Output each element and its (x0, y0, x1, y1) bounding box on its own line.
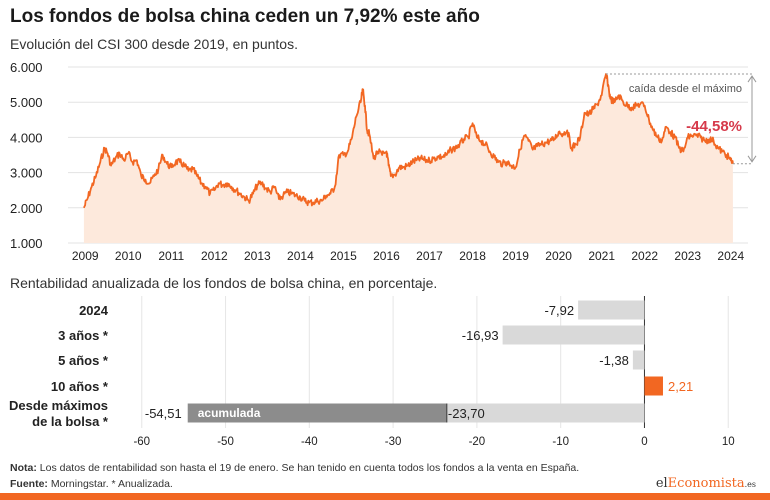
drawdown-value: -44,58% (686, 118, 742, 135)
y-tick-label: 2.000 (10, 201, 43, 216)
source-text: Morningstar. * Anualizada. (50, 478, 173, 490)
bar-0 (578, 300, 645, 320)
category-label: de la bolsa * (32, 414, 109, 429)
drawdown-arrowhead (747, 155, 757, 163)
cumulative-value-label: -54,51 (145, 406, 182, 421)
eleconomista-logo: elEconomista.es (655, 476, 756, 491)
line-chart-subtitle: Evolución del CSI 300 desde 2019, en pun… (10, 36, 298, 52)
x-tick-label: 2019 (502, 249, 529, 263)
x-tick-label: 2024 (717, 249, 744, 263)
category-label: 2024 (79, 303, 109, 318)
x-tick-label: 2018 (459, 249, 486, 263)
x-tick-label: 2013 (244, 249, 271, 263)
bar-value-label: -1,38 (599, 353, 629, 368)
x-tick-label: -30 (385, 436, 402, 448)
y-tick-label: 3.000 (10, 166, 43, 181)
x-tick-label: -60 (133, 436, 150, 448)
y-tick-label: 4.000 (10, 130, 43, 145)
x-tick-label: 2014 (287, 249, 314, 263)
x-tick-label: 2012 (201, 249, 228, 263)
x-tick-label: 2016 (373, 249, 400, 263)
category-label: 10 años * (51, 379, 109, 394)
bar-annualized-marker (445, 403, 448, 423)
x-tick-label: 2020 (545, 249, 572, 263)
x-tick-label: -40 (301, 436, 318, 448)
x-tick-label: 2023 (674, 249, 701, 263)
page-title: Los fondos de bolsa china ceden un 7,92%… (10, 6, 480, 27)
x-tick-label: 2011 (158, 249, 184, 263)
y-tick-label: 1.000 (10, 236, 43, 251)
bar-value-label: -23,70 (448, 406, 485, 421)
x-tick-label: 2010 (115, 249, 142, 263)
x-tick-label: -20 (469, 436, 486, 448)
bar-2 (632, 350, 645, 370)
drawdown-label: caída desde el máximo (629, 83, 742, 95)
bar-value-label: -16,93 (462, 328, 499, 343)
note-text: Los datos de rentabilidad son hasta el 1… (39, 462, 580, 474)
footer-note: Nota: Los datos de rentabilidad son hast… (10, 462, 579, 474)
x-tick-label: 0 (641, 436, 647, 448)
bar-cumulative (187, 403, 446, 423)
x-tick-label: 2021 (588, 249, 615, 263)
bar-value-label: -7,92 (544, 303, 574, 318)
x-tick-label: -10 (552, 436, 569, 448)
bottom-accent-bar (0, 493, 770, 500)
x-tick-label: 2009 (72, 249, 99, 263)
x-tick-label: 2017 (416, 249, 443, 263)
drawdown-arrowhead (747, 75, 757, 83)
y-tick-label: 5.000 (10, 95, 43, 110)
csi300-series-line (83, 73, 734, 209)
source-label: Fuente: (10, 478, 48, 490)
x-tick-label: 10 (722, 436, 735, 448)
bar-3 (644, 376, 663, 396)
x-tick-label: 2015 (330, 249, 357, 263)
bar-1 (502, 325, 645, 345)
category-label: Desde máximos (9, 398, 108, 413)
category-label: 5 años * (58, 353, 109, 368)
x-tick-label: 2022 (631, 249, 658, 263)
note-label: Nota: (10, 462, 37, 474)
bar-value-label: 2,21 (668, 379, 693, 394)
y-tick-label: 6.000 (10, 60, 43, 75)
bar-chart-subtitle: Rentabilidad anualizada de los fondos de… (10, 275, 438, 291)
category-label: 3 años * (58, 328, 109, 343)
csi300-line-chart: 6.000 5.000 4.000 3.000 2.000 1.000 2009 2010 20… (10, 60, 757, 263)
funds-bar-chart: -60 -50 -40 -30 -20 -10 0 10 2024 3 años * 5 años … (9, 296, 735, 448)
footer-source: Fuente: Morningstar. * Anualizada. (10, 478, 173, 490)
cumulative-inner-label: acumulada (198, 406, 261, 420)
x-tick-label: -50 (217, 436, 234, 448)
